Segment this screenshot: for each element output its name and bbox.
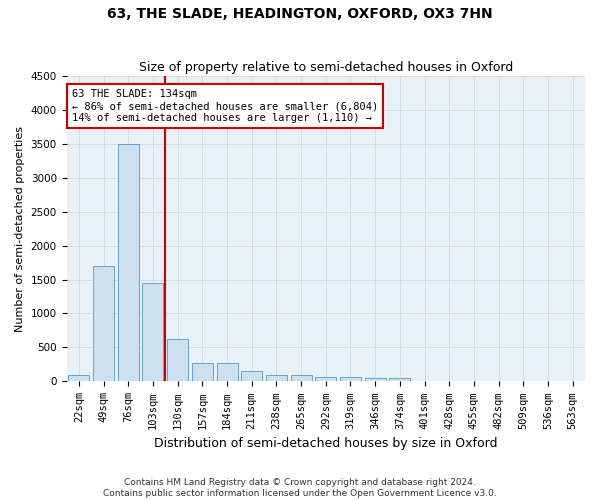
Title: Size of property relative to semi-detached houses in Oxford: Size of property relative to semi-detach…	[139, 62, 513, 74]
Bar	[192, 363, 213, 382]
Text: Contains HM Land Registry data © Crown copyright and database right 2024.
Contai: Contains HM Land Registry data © Crown c…	[103, 478, 497, 498]
Text: 63 THE SLADE: 134sqm
← 86% of semi-detached houses are smaller (6,804)
14% of se: 63 THE SLADE: 134sqm ← 86% of semi-detac…	[72, 90, 378, 122]
Bar	[365, 378, 386, 382]
Bar	[167, 340, 188, 382]
Bar	[340, 378, 361, 382]
Text: 63, THE SLADE, HEADINGTON, OXFORD, OX3 7HN: 63, THE SLADE, HEADINGTON, OXFORD, OX3 7…	[107, 8, 493, 22]
Bar	[389, 378, 410, 382]
Bar	[241, 372, 262, 382]
Bar	[266, 374, 287, 382]
Bar	[414, 381, 435, 382]
X-axis label: Distribution of semi-detached houses by size in Oxford: Distribution of semi-detached houses by …	[154, 437, 497, 450]
Bar	[118, 144, 139, 382]
Bar	[93, 266, 114, 382]
Bar	[217, 364, 238, 382]
Y-axis label: Number of semi-detached properties: Number of semi-detached properties	[15, 126, 25, 332]
Bar	[142, 283, 163, 382]
Bar	[315, 377, 336, 382]
Bar	[290, 375, 311, 382]
Bar	[68, 374, 89, 382]
